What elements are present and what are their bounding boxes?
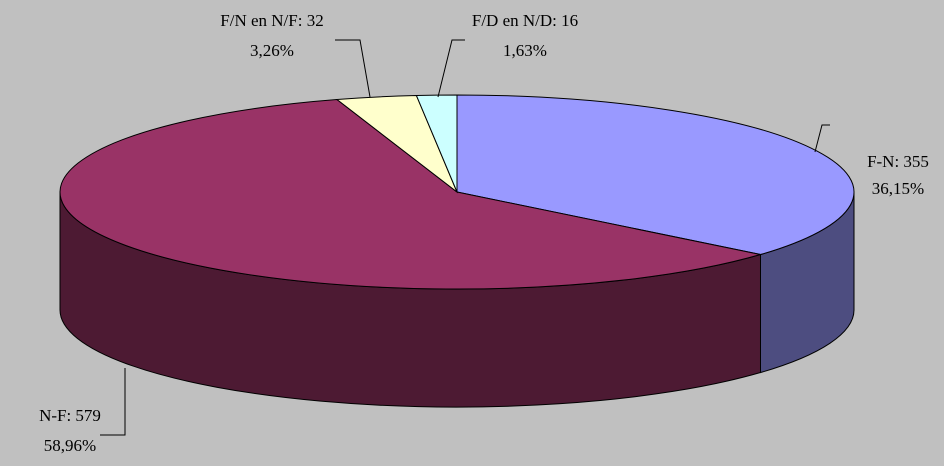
leader-line — [814, 124, 830, 153]
leader-line — [335, 39, 371, 98]
percent-label: 58,96% — [44, 436, 96, 455]
data-label: N-F: 579 — [39, 406, 101, 425]
percent-label: 36,15% — [872, 179, 924, 198]
percent-label: 3,26% — [250, 41, 294, 60]
leader-line — [100, 368, 126, 436]
data-label: F/N en N/F: 32 — [220, 11, 323, 30]
data-label: F/D en N/D: 16 — [472, 11, 578, 30]
slice — [456, 94, 855, 256]
leader-line — [437, 39, 465, 98]
slice — [415, 94, 458, 193]
percent-label: 1,63% — [503, 41, 547, 60]
data-label: F-N: 355 — [867, 152, 929, 171]
slice — [59, 99, 761, 290]
